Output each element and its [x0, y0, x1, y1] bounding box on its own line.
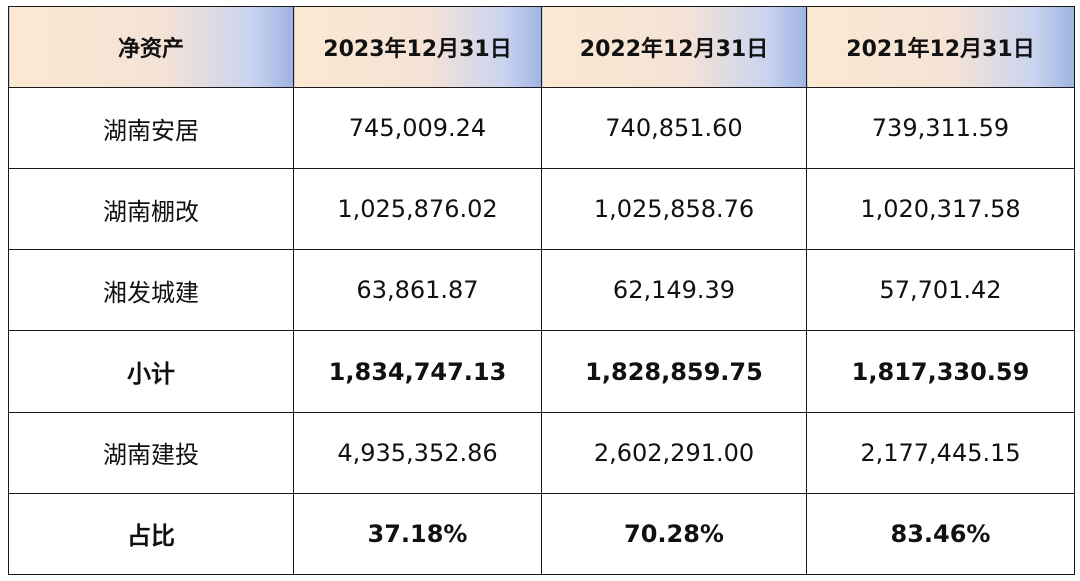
table-cell: 1,817,330.59 [806, 330, 1075, 413]
table-cell: 62,149.39 [541, 249, 807, 332]
table-row: 湘发城建 63,861.87 62,149.39 57,701.42 [8, 249, 1075, 332]
header-2021-12-31: 2021年12月31日 [806, 6, 1075, 88]
table-cell: 2,602,291.00 [541, 411, 807, 494]
table-cell: 70.28% [541, 492, 807, 576]
table-cell: 739,311.59 [806, 86, 1075, 170]
table-cell: 37.18% [293, 492, 542, 576]
row-label: 湘发城建 [8, 249, 294, 332]
table-header-row: 净资产 2023年12月31日 2022年12月31日 2021年12月31日 [8, 6, 1075, 88]
net-assets-table-container: 净资产 2023年12月31日 2022年12月31日 2021年12月31日 … [8, 6, 1075, 576]
row-label: 占比 [8, 492, 294, 576]
table-row: 湖南安居 745,009.24 740,851.60 739,311.59 [8, 86, 1075, 170]
table-cell: 1,828,859.75 [541, 330, 807, 413]
row-label: 湖南安居 [8, 86, 294, 170]
subtotal-row: 小计 1,834,747.13 1,828,859.75 1,817,330.5… [8, 330, 1075, 413]
row-label: 小计 [8, 330, 294, 413]
table-cell: 63,861.87 [293, 249, 542, 332]
row-label: 湖南建投 [8, 411, 294, 494]
table-cell: 4,935,352.86 [293, 411, 542, 494]
table-cell: 2,177,445.15 [806, 411, 1075, 494]
table-cell: 1,834,747.13 [293, 330, 542, 413]
table-row: 湖南建投 4,935,352.86 2,602,291.00 2,177,445… [8, 411, 1075, 494]
table-cell: 1,020,317.58 [806, 168, 1075, 251]
net-assets-table: 净资产 2023年12月31日 2022年12月31日 2021年12月31日 … [8, 6, 1075, 576]
table-cell: 83.46% [806, 492, 1075, 576]
header-net-assets: 净资产 [8, 6, 294, 88]
table-row: 湖南棚改 1,025,876.02 1,025,858.76 1,020,317… [8, 168, 1075, 251]
table-cell: 745,009.24 [293, 86, 542, 170]
table-cell: 1,025,876.02 [293, 168, 542, 251]
table-cell: 1,025,858.76 [541, 168, 807, 251]
row-label: 湖南棚改 [8, 168, 294, 251]
table-cell: 740,851.60 [541, 86, 807, 170]
table-cell: 57,701.42 [806, 249, 1075, 332]
header-2022-12-31: 2022年12月31日 [541, 6, 807, 88]
ratio-row: 占比 37.18% 70.28% 83.46% [8, 492, 1075, 576]
header-2023-12-31: 2023年12月31日 [293, 6, 542, 88]
